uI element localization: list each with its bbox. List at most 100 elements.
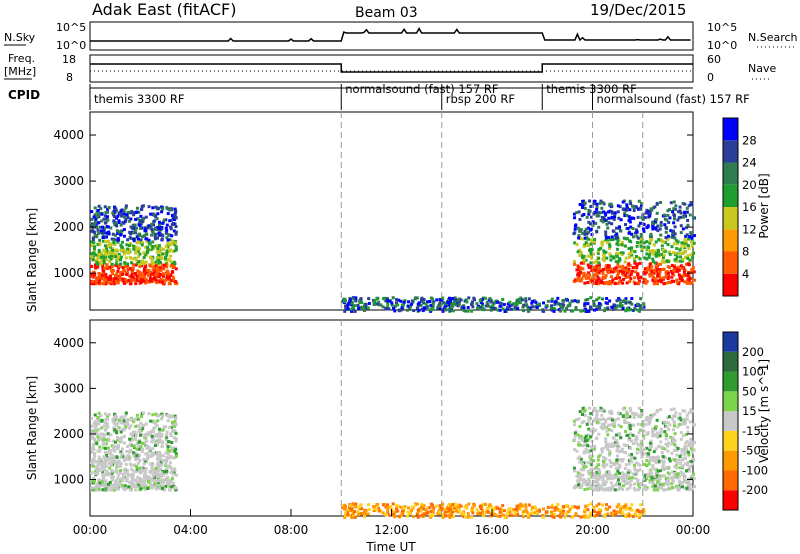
velocity-cell	[149, 419, 153, 423]
velocity-cell	[676, 425, 680, 429]
power-cell	[573, 231, 577, 235]
velocity-cell	[126, 469, 130, 473]
power-cell	[140, 278, 144, 282]
velocity-cell	[676, 417, 680, 421]
velocity-cell	[687, 469, 691, 473]
power-cell	[630, 297, 634, 301]
power-cell	[105, 252, 109, 256]
power-cell	[629, 225, 633, 229]
power-cell	[621, 266, 625, 270]
power-cell	[495, 300, 499, 304]
power-cell	[589, 228, 593, 232]
velocity-cell	[122, 434, 126, 438]
velocity-cell	[608, 451, 612, 455]
velocity-cell	[142, 486, 146, 490]
power-cell	[127, 279, 131, 283]
power-cell	[158, 227, 162, 231]
power-cell	[116, 214, 120, 218]
velocity-cell	[662, 488, 666, 492]
velocity-cell	[619, 507, 623, 511]
power-cell	[678, 209, 682, 213]
power-cell	[603, 276, 607, 280]
velocity-cell	[595, 412, 599, 416]
velocity-cell	[573, 434, 577, 438]
velocity-cell	[655, 471, 659, 475]
power-cell	[106, 277, 110, 281]
power-cell	[608, 252, 612, 256]
power-cell	[162, 218, 166, 222]
power-cell	[686, 223, 690, 227]
power-cell	[135, 240, 139, 244]
velocity-cell	[653, 467, 657, 471]
velocity-cell	[169, 471, 173, 475]
power-cell	[656, 229, 660, 233]
velocity-cell	[589, 422, 593, 426]
velocity-cell	[680, 449, 684, 453]
velocity-cell	[447, 509, 451, 513]
velocity-cell	[652, 488, 656, 492]
velocity-cell	[113, 428, 117, 432]
velocity-cell	[640, 408, 644, 412]
velocity-cell	[147, 445, 151, 449]
power-cell	[422, 301, 426, 305]
power-cell	[174, 232, 178, 236]
power-cell	[635, 205, 639, 209]
velocity-cell	[669, 408, 673, 412]
velocity-cell	[92, 457, 96, 461]
velocity-cell	[165, 469, 169, 473]
velocity-cell	[642, 509, 646, 513]
power-cell	[115, 223, 119, 227]
power-cell	[658, 277, 662, 281]
power-cell	[624, 276, 628, 280]
power-cell	[135, 226, 139, 230]
power-cell	[162, 274, 166, 278]
power-cell	[349, 301, 353, 305]
power-cell	[565, 306, 569, 310]
velocity-cell	[169, 455, 173, 459]
power-cell	[159, 269, 163, 273]
power-cell	[122, 234, 126, 238]
velocity-cell	[157, 460, 161, 464]
velocity-cell	[127, 450, 131, 454]
velocity-cell	[164, 451, 168, 455]
velocity-cell	[95, 442, 99, 446]
velocity-cell	[592, 428, 596, 432]
velocity-cell	[661, 466, 665, 470]
power-cell	[579, 254, 583, 258]
power-cell	[101, 225, 105, 229]
power-cell	[597, 261, 601, 265]
power-cell	[521, 305, 525, 309]
power-cell	[614, 255, 618, 259]
velocity-cell	[92, 459, 96, 463]
power-cell	[682, 270, 686, 274]
velocity-cell	[655, 409, 659, 413]
power-cell	[616, 281, 620, 285]
power-cell	[386, 297, 390, 301]
velocity-cell	[684, 462, 688, 466]
velocity-cell	[134, 417, 138, 421]
power-cell	[577, 276, 581, 280]
power-cell	[429, 309, 433, 313]
velocity-cell	[521, 511, 525, 515]
power-cell	[679, 246, 683, 250]
power-cell	[123, 215, 127, 219]
power-cell	[609, 238, 613, 242]
velocity-cell	[514, 510, 518, 514]
velocity-cell	[95, 421, 99, 425]
velocity-cell	[136, 455, 140, 459]
velocity-cell	[639, 451, 643, 455]
velocity-colorbar-label: Velocity [m s^-1]	[757, 359, 771, 463]
velocity-cell	[393, 515, 397, 519]
velocity-cell	[650, 457, 654, 461]
power-cell	[90, 255, 94, 259]
velocity-cell	[466, 512, 470, 516]
power-cell	[673, 267, 677, 271]
power-cell	[592, 212, 596, 216]
velocity-cell	[650, 471, 654, 475]
velocity-cell	[375, 508, 379, 512]
velocity-cell	[135, 442, 139, 446]
velocity-cell	[685, 469, 689, 473]
power-cell	[643, 269, 647, 273]
velocity-cell	[597, 502, 601, 506]
power-cell	[160, 256, 164, 260]
